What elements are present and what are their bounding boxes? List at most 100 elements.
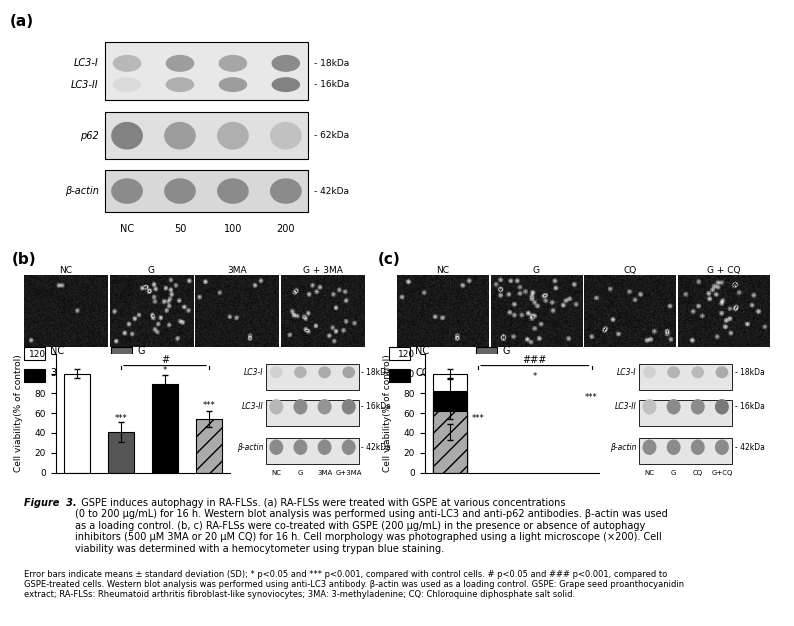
Text: G: G xyxy=(503,346,510,356)
Ellipse shape xyxy=(715,366,728,378)
Ellipse shape xyxy=(166,77,195,92)
Ellipse shape xyxy=(643,366,656,378)
Bar xyxy=(389,347,410,359)
Text: - 42kDa: - 42kDa xyxy=(361,443,391,452)
Bar xyxy=(24,347,44,359)
Title: G + 3MA: G + 3MA xyxy=(303,265,343,275)
Bar xyxy=(433,411,467,473)
Title: NC: NC xyxy=(436,265,449,275)
Ellipse shape xyxy=(341,399,356,414)
Text: β-actin: β-actin xyxy=(611,443,637,452)
Text: 200: 200 xyxy=(276,224,295,234)
Ellipse shape xyxy=(272,77,300,92)
Ellipse shape xyxy=(113,77,141,92)
Text: CQ: CQ xyxy=(692,470,703,476)
Bar xyxy=(152,384,178,473)
Text: G+CQ: G+CQ xyxy=(711,470,733,476)
Bar xyxy=(111,369,132,381)
Ellipse shape xyxy=(667,366,680,378)
Ellipse shape xyxy=(692,366,704,378)
Bar xyxy=(389,369,410,381)
Ellipse shape xyxy=(218,77,247,92)
Text: β-actin: β-actin xyxy=(237,443,264,452)
Text: - 16kDa: - 16kDa xyxy=(314,80,349,89)
Text: ***: *** xyxy=(202,401,215,410)
Ellipse shape xyxy=(294,399,307,414)
Ellipse shape xyxy=(342,366,355,378)
Title: G: G xyxy=(148,265,155,275)
Text: *: * xyxy=(163,366,167,376)
Ellipse shape xyxy=(341,439,356,455)
Text: ###: ### xyxy=(522,354,547,364)
Bar xyxy=(108,432,134,473)
Title: CQ: CQ xyxy=(623,265,637,275)
Title: NC: NC xyxy=(59,265,72,275)
Ellipse shape xyxy=(217,122,249,150)
Text: (c): (c) xyxy=(378,252,400,267)
Text: NC: NC xyxy=(50,346,64,356)
Ellipse shape xyxy=(270,178,302,204)
Ellipse shape xyxy=(218,55,247,72)
Text: β-actin: β-actin xyxy=(64,186,98,196)
Text: NC: NC xyxy=(120,224,134,234)
Ellipse shape xyxy=(111,122,143,150)
FancyBboxPatch shape xyxy=(266,438,359,464)
Text: - 18kDa: - 18kDa xyxy=(314,59,349,68)
Title: G: G xyxy=(533,265,540,275)
FancyBboxPatch shape xyxy=(105,112,308,159)
Bar xyxy=(24,369,44,381)
Ellipse shape xyxy=(294,366,306,378)
Text: - 18kDa: - 18kDa xyxy=(734,368,765,377)
Bar xyxy=(433,391,467,473)
Text: - 16kDa: - 16kDa xyxy=(734,403,765,411)
FancyBboxPatch shape xyxy=(639,364,732,390)
Text: (a): (a) xyxy=(10,14,33,29)
Ellipse shape xyxy=(667,439,680,455)
Text: LC3-I: LC3-I xyxy=(617,368,637,377)
Text: NC: NC xyxy=(645,470,654,476)
Text: *: * xyxy=(533,372,537,381)
Bar xyxy=(64,374,90,473)
Text: - 42kDa: - 42kDa xyxy=(314,187,349,195)
Ellipse shape xyxy=(691,439,705,455)
Title: 3MA: 3MA xyxy=(227,265,247,275)
Text: LC3-II: LC3-II xyxy=(71,80,98,90)
Ellipse shape xyxy=(318,366,331,378)
Text: - 18kDa: - 18kDa xyxy=(361,368,391,377)
FancyBboxPatch shape xyxy=(105,170,308,212)
FancyBboxPatch shape xyxy=(266,364,359,390)
Text: 50: 50 xyxy=(174,224,186,234)
Text: CQ: CQ xyxy=(415,368,430,377)
Ellipse shape xyxy=(269,399,283,414)
FancyBboxPatch shape xyxy=(639,438,732,464)
Text: ***: *** xyxy=(472,414,484,423)
FancyBboxPatch shape xyxy=(639,399,732,426)
Text: ***: *** xyxy=(585,393,598,403)
Text: - 42kDa: - 42kDa xyxy=(734,443,765,452)
Text: G: G xyxy=(671,470,676,476)
Text: 3MA: 3MA xyxy=(317,470,332,476)
Y-axis label: Cell viability(% of control): Cell viability(% of control) xyxy=(384,354,392,472)
FancyBboxPatch shape xyxy=(266,399,359,426)
Text: GSPE induces autophagy in RA-FLSs. (a) RA-FLSs were treated with GSPE at various: GSPE induces autophagy in RA-FLSs. (a) R… xyxy=(75,498,667,554)
Text: (b): (b) xyxy=(11,252,37,267)
Text: LC3-II: LC3-II xyxy=(615,403,637,411)
Ellipse shape xyxy=(715,399,729,414)
Text: LC3-I: LC3-I xyxy=(244,368,264,377)
Text: p62: p62 xyxy=(79,131,98,141)
Bar xyxy=(476,347,497,359)
Text: LC3-II: LC3-II xyxy=(242,403,264,411)
FancyBboxPatch shape xyxy=(105,42,308,100)
Ellipse shape xyxy=(272,55,300,72)
Text: #: # xyxy=(161,354,169,364)
Text: NC: NC xyxy=(272,470,281,476)
Ellipse shape xyxy=(166,55,195,72)
Text: NC: NC xyxy=(415,346,430,356)
Text: ***: *** xyxy=(114,414,127,423)
Ellipse shape xyxy=(691,399,705,414)
Title: G + CQ: G + CQ xyxy=(707,265,741,275)
Ellipse shape xyxy=(270,122,302,150)
Ellipse shape xyxy=(113,55,141,72)
Ellipse shape xyxy=(667,399,680,414)
Text: Figure  3.: Figure 3. xyxy=(24,498,76,508)
